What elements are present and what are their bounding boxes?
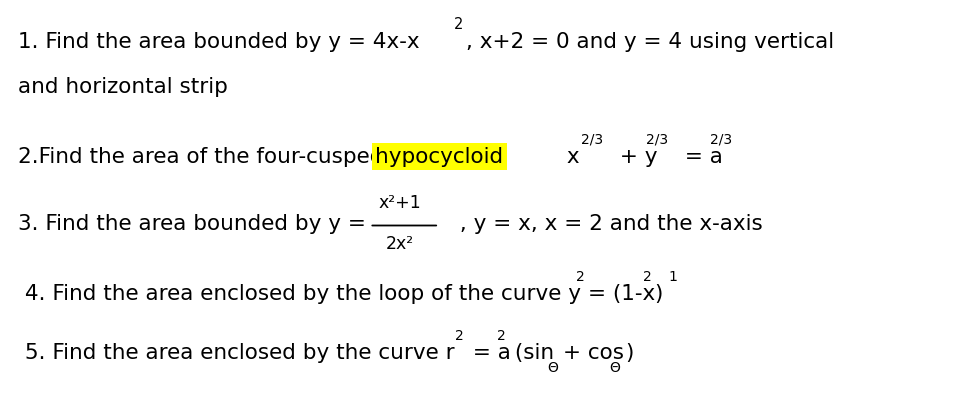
Text: Θ: Θ xyxy=(547,361,558,375)
Text: = (1-x: = (1-x xyxy=(588,284,656,304)
Text: , y = x, x = 2 and the x-axis: , y = x, x = 2 and the x-axis xyxy=(453,214,762,234)
Text: = a: = a xyxy=(466,343,512,363)
Text: 2/3: 2/3 xyxy=(581,133,604,147)
Text: Θ: Θ xyxy=(610,361,620,375)
Text: (sin: (sin xyxy=(508,343,554,363)
Text: + cos: + cos xyxy=(563,343,623,363)
Text: hypocycloid: hypocycloid xyxy=(375,147,504,167)
Text: 2: 2 xyxy=(455,17,464,32)
Text: 2/3: 2/3 xyxy=(646,133,668,147)
Text: 4. Find the area enclosed by the loop of the curve y: 4. Find the area enclosed by the loop of… xyxy=(18,284,580,304)
Text: 5. Find the area enclosed by the curve r: 5. Find the area enclosed by the curve r xyxy=(18,343,455,363)
Text: ): ) xyxy=(655,284,663,304)
Text: x²+1: x²+1 xyxy=(378,195,421,212)
Text: 2: 2 xyxy=(643,270,652,284)
Text: + y: + y xyxy=(613,147,658,167)
Text: 2.Find the area of the four-cusped: 2.Find the area of the four-cusped xyxy=(18,147,390,167)
Text: 1. Find the area bounded by y = 4x-x: 1. Find the area bounded by y = 4x-x xyxy=(18,32,419,52)
Text: 3. Find the area bounded by y =: 3. Find the area bounded by y = xyxy=(18,214,372,234)
Text: = a: = a xyxy=(678,147,723,167)
Text: 1: 1 xyxy=(668,270,677,284)
Text: 2: 2 xyxy=(576,270,585,284)
Text: 2x²: 2x² xyxy=(386,235,414,253)
Text: and horizontal strip: and horizontal strip xyxy=(18,77,227,97)
Text: ): ) xyxy=(625,343,634,363)
Text: 2: 2 xyxy=(455,329,464,343)
Text: , x+2 = 0 and y = 4 using vertical: , x+2 = 0 and y = 4 using vertical xyxy=(466,32,835,52)
Text: x: x xyxy=(560,147,579,167)
Text: 2/3: 2/3 xyxy=(710,133,732,147)
Text: 2: 2 xyxy=(497,329,506,343)
